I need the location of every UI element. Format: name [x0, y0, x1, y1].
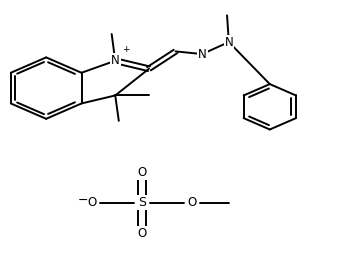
Text: N: N [198, 48, 207, 61]
Text: N: N [224, 36, 233, 49]
Text: N: N [111, 54, 120, 67]
Text: S: S [138, 197, 146, 209]
Text: +: + [122, 45, 129, 54]
Text: O: O [137, 227, 147, 240]
Text: O: O [137, 166, 147, 179]
Text: O: O [187, 197, 196, 209]
Text: O: O [88, 197, 97, 209]
Text: −: − [78, 194, 89, 207]
